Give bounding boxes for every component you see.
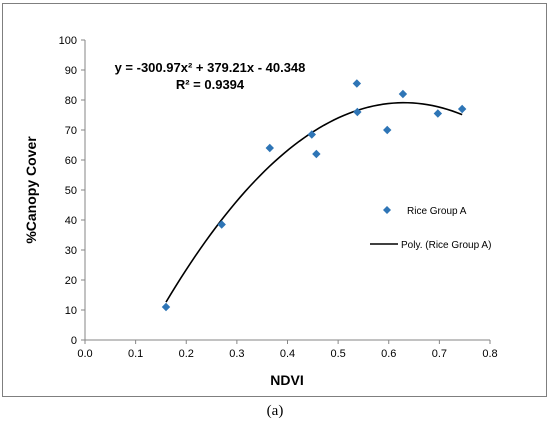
y-tick-label: 70 [65, 125, 77, 137]
y-tick-label: 40 [65, 215, 77, 227]
y-tick-label: 10 [65, 305, 77, 317]
y-tick-label: 60 [65, 155, 77, 167]
data-point [353, 107, 362, 117]
y-tick-label: 50 [65, 185, 77, 197]
data-point [457, 104, 467, 114]
y-tick-label: 100 [59, 35, 77, 47]
legend-label-trendline: Poly. (Rice Group A) [401, 240, 491, 251]
legend: Rice Group A Poly. (Rice Group A) [370, 206, 491, 251]
y-tick-label: 0 [71, 335, 77, 347]
x-tick-label: 0.7 [432, 348, 447, 360]
x-axis-title: NDVI [270, 372, 303, 388]
trendline-equation: y = -300.97x² + 379.21x - 40.348 [115, 60, 306, 75]
data-point [433, 109, 443, 118]
data-point [265, 143, 274, 153]
legend-diamond-marker [383, 206, 391, 214]
x-tick-label: 0.3 [229, 348, 244, 360]
axes [84, 40, 490, 341]
y-tick-label: 20 [65, 275, 77, 287]
y-tick-label: 80 [65, 95, 77, 107]
data-point [352, 79, 362, 88]
x-tick-label: 0.4 [280, 348, 295, 360]
y-tick-label: 90 [65, 65, 77, 77]
data-point [383, 125, 392, 135]
x-tick-label: 0.1 [128, 348, 143, 360]
data-point [217, 220, 226, 229]
data-points [161, 79, 467, 312]
data-point [398, 89, 408, 99]
data-point [307, 130, 316, 139]
figure-caption: (a) [266, 403, 284, 419]
r-squared-label: R² = 0.9394 [176, 77, 245, 92]
trendline-group [165, 101, 463, 303]
data-point [312, 149, 321, 159]
x-tick-label: 0.8 [482, 348, 497, 360]
y-axis-title: %Canopy Cover [23, 136, 39, 244]
y-axis-ticks: 0 10 20 30 40 50 60 70 80 90 100 [59, 35, 85, 347]
x-tick-label: 0.0 [77, 348, 92, 360]
polynomial-trendline [165, 101, 463, 303]
x-axis-ticks: 0.0 0.1 0.2 0.3 0.4 0.5 0.6 0.7 0.8 [77, 340, 498, 360]
y-tick-label: 30 [65, 245, 77, 257]
chart-frame [2, 3, 547, 397]
legend-label-series: Rice Group A [407, 206, 467, 217]
data-point [161, 302, 171, 312]
x-tick-label: 0.2 [179, 348, 194, 360]
x-tick-label: 0.6 [381, 348, 396, 360]
x-tick-label: 0.5 [330, 348, 345, 360]
